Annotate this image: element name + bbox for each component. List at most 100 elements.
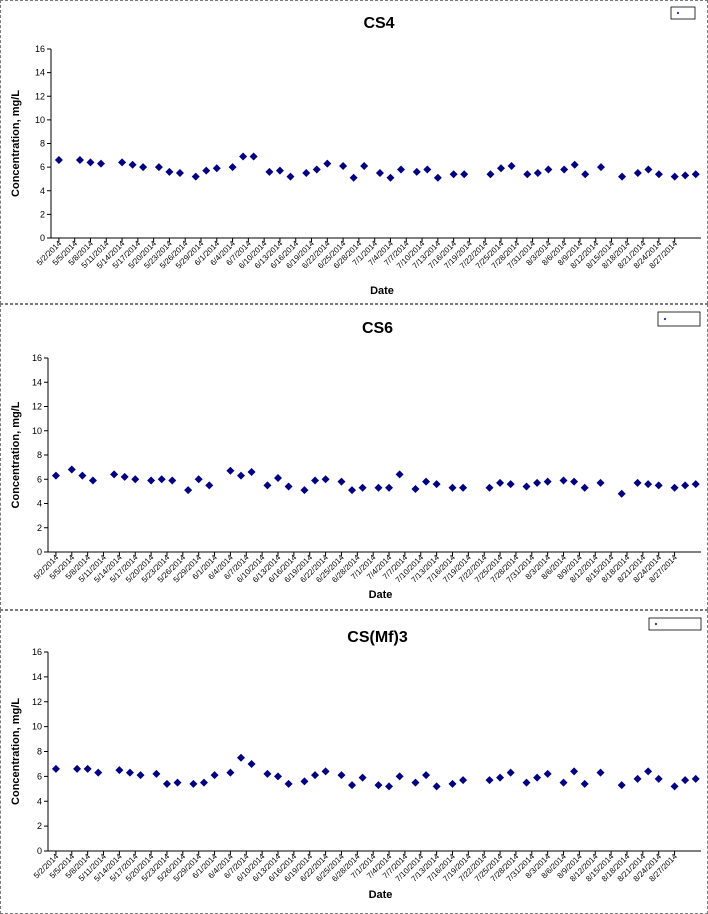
y-tick-label: 0: [37, 846, 42, 856]
data-point: [681, 171, 690, 180]
chart-cs4: CS402468101214165/2/20145/5/20145/8/2014…: [10, 6, 701, 297]
y-tick-label: 14: [32, 672, 42, 682]
data-point: [496, 478, 505, 487]
chart-panel-csmf3: CS(Mf)3 0 2 4 6 8 10 12 14 16 5/2/2014 5/5/2014 5/8/…: [0, 610, 708, 914]
data-point: [154, 163, 163, 172]
data-point: [54, 156, 63, 165]
data-point: [570, 160, 579, 169]
data-point: [522, 778, 531, 787]
data-point: [432, 480, 441, 489]
data-point: [51, 471, 60, 480]
data-point: [284, 482, 293, 491]
chart-title: CS(Mf)3: [347, 629, 408, 646]
data-point: [157, 475, 166, 484]
data-point: [691, 480, 700, 489]
data-point: [286, 172, 295, 181]
data-point: [533, 169, 542, 178]
data-point: [533, 773, 542, 782]
y-tick-label: 16: [32, 353, 42, 363]
data-point: [507, 161, 516, 170]
data-point: [670, 483, 679, 492]
data-point: [397, 165, 405, 174]
data-point: [191, 172, 200, 181]
data-point: [580, 483, 589, 492]
data-point: [249, 152, 258, 161]
y-tick-label: 14: [32, 377, 42, 387]
data-point: [633, 478, 642, 487]
data-point: [51, 764, 60, 773]
chart-panel-cs4: CS4 0 2 4 6 8 10 12 14 16 5/2/2014 5/5/2014 5/8/2014…: [0, 0, 708, 304]
y-tick-label: 2: [37, 821, 42, 831]
y-tick-label: 0: [40, 233, 45, 243]
y-axis-label: Concentration, mg/L: [10, 698, 22, 805]
y-tick-label: 2: [37, 523, 42, 533]
chart-panel-cs6: CS6 0 2 4 6 8 10 12 14 16 5/2/2014 5/5/2014 5/8/2014…: [0, 304, 708, 610]
data-point: [168, 476, 177, 485]
data-point: [460, 170, 469, 179]
data-point: [184, 486, 193, 495]
data-point: [284, 779, 293, 788]
data-point: [423, 165, 432, 174]
data-point: [358, 483, 367, 492]
data-point: [118, 158, 127, 167]
data-point: [644, 767, 653, 776]
data-point: [385, 483, 394, 492]
data-point: [199, 778, 208, 787]
data-point: [596, 768, 605, 777]
data-point: [560, 165, 569, 174]
data-point: [86, 158, 95, 167]
x-axis-label: Date: [369, 889, 393, 901]
data-point: [139, 163, 148, 172]
data-point: [559, 476, 568, 485]
data-point: [559, 778, 568, 787]
data-point: [597, 163, 605, 172]
data-point: [275, 166, 284, 175]
data-point: [311, 771, 320, 780]
data-point: [339, 161, 348, 170]
chart-csmf3: CS(Mf)302468101214165/2/20145/5/20145/8/…: [10, 617, 702, 901]
data-point: [543, 769, 552, 778]
data-point: [449, 170, 458, 179]
data-point: [670, 172, 679, 181]
y-axis-label: Concentration, mg/L: [10, 90, 22, 197]
data-point: [506, 768, 515, 777]
data-point: [570, 477, 579, 486]
y-tick-label: 10: [35, 115, 45, 125]
data-point: [175, 169, 184, 178]
data-point: [128, 160, 137, 169]
y-tick-label: 4: [40, 186, 45, 196]
data-point: [358, 773, 367, 782]
data-point: [543, 477, 552, 486]
data-point: [300, 777, 309, 786]
y-tick-label: 12: [35, 91, 45, 101]
data-point: [412, 167, 421, 176]
data-point: [78, 471, 87, 480]
data-point: [75, 156, 84, 165]
data-point: [433, 173, 442, 182]
legend-marker: [654, 622, 658, 626]
data-point: [152, 769, 161, 778]
data-point: [448, 779, 457, 788]
chart-title: CS6: [362, 320, 393, 337]
data-point: [311, 476, 320, 485]
data-point: [522, 482, 531, 491]
data-point: [239, 152, 248, 161]
y-tick-label: 8: [40, 139, 45, 149]
data-point: [312, 165, 321, 174]
data-point: [337, 477, 346, 486]
y-tick-label: 0: [37, 547, 42, 557]
data-point: [136, 771, 145, 780]
y-axis-label: Concentration, mg/L: [10, 401, 22, 508]
data-point: [644, 480, 653, 489]
y-tick-label: 8: [37, 747, 42, 757]
data-point: [321, 475, 330, 484]
data-point: [374, 483, 383, 492]
y-tick-label: 6: [37, 771, 42, 781]
data-point: [323, 159, 332, 168]
data-point: [633, 774, 642, 783]
data-point: [337, 771, 346, 780]
y-tick-label: 4: [37, 499, 42, 509]
data-point: [115, 766, 124, 775]
data-point: [411, 778, 420, 787]
y-tick-label: 10: [32, 722, 42, 732]
